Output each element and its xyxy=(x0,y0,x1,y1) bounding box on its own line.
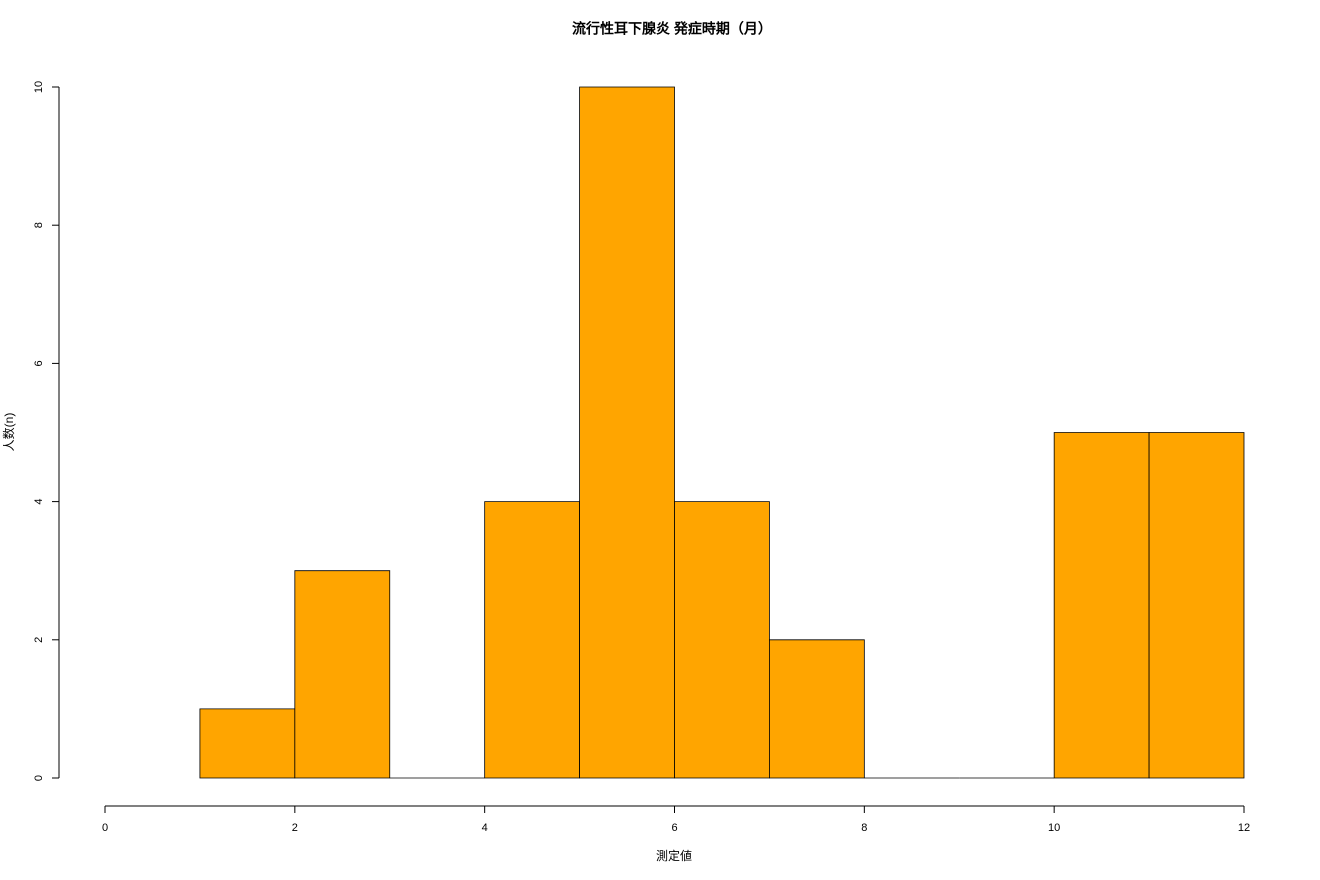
y-tick-label: 6 xyxy=(33,360,45,366)
y-axis-label: 人数(n) xyxy=(1,413,16,452)
x-tick-label: 6 xyxy=(671,822,677,834)
chart-title: 流行性耳下腺炎 発症時期（月） xyxy=(572,21,772,37)
histogram-bar xyxy=(1053,432,1150,779)
histogram-bar xyxy=(484,501,580,779)
histogram-bar xyxy=(579,86,675,779)
x-tick-label: 8 xyxy=(861,822,867,834)
y-tick-label: 2 xyxy=(33,637,45,643)
histogram-bar xyxy=(769,639,865,779)
y-tick-label: 4 xyxy=(33,499,45,505)
histogram-bar xyxy=(674,501,770,779)
x-tick-label: 4 xyxy=(482,822,488,834)
y-tick-label: 0 xyxy=(33,775,45,781)
x-tick-label: 2 xyxy=(292,822,298,834)
x-tick-label: 12 xyxy=(1238,822,1250,834)
x-axis-label: 測定値 xyxy=(656,848,692,863)
histogram-bar xyxy=(294,570,391,779)
histogram-bar xyxy=(199,708,296,779)
histogram-bar xyxy=(1148,432,1245,779)
y-tick-label: 10 xyxy=(33,81,45,93)
y-tick-label: 8 xyxy=(33,222,45,228)
x-tick-label: 0 xyxy=(102,822,108,834)
x-tick-label: 10 xyxy=(1048,822,1060,834)
